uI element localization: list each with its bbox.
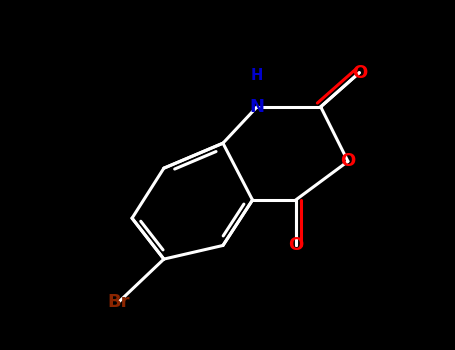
Text: O: O (340, 152, 355, 170)
Text: O: O (352, 64, 367, 82)
Text: N: N (249, 98, 264, 116)
Text: Br: Br (107, 293, 130, 311)
Text: H: H (251, 68, 263, 83)
Text: O: O (288, 237, 303, 254)
